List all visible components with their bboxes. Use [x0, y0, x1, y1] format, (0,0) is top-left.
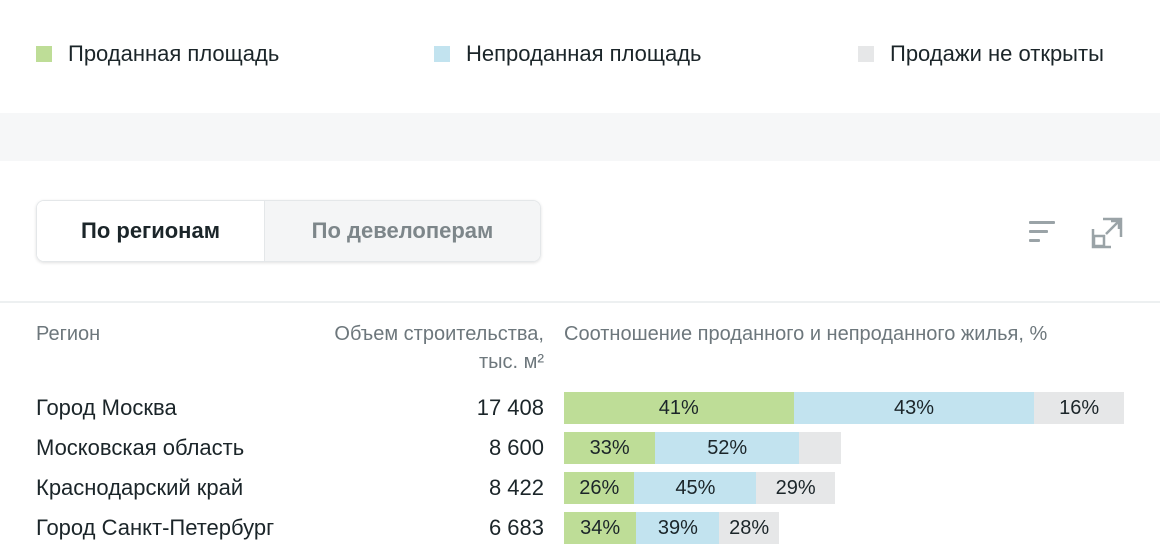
expand-icon[interactable] [1090, 216, 1124, 250]
chart-legend: Проданная площадь Непроданная площадь Пр… [0, 0, 1160, 113]
bar-segment-sold: 26% [564, 472, 635, 504]
bar-segment-unsold: 43% [793, 392, 1035, 424]
region-name: Город Санкт-Петербург [36, 515, 275, 540]
legend-label-unsold: Непроданная площадь [466, 41, 702, 66]
table-row: Московская область 8 600 33% 52% [0, 432, 1160, 464]
legend-item-not-open: Продажи не открыты [858, 40, 1104, 68]
view-mode-tabs: По регионам По девелоперам [36, 200, 541, 262]
legend-item-sold: Проданная площадь [36, 40, 279, 68]
bar-segment-not-open: 16% [1034, 392, 1124, 424]
region-name: Московская область [36, 435, 245, 460]
header-volume-line1: Объем строительства, [334, 323, 544, 345]
header-ratio: Соотношение проданного и непроданного жи… [564, 323, 1048, 345]
region-name: Краснодарский край [36, 475, 244, 500]
construction-volume: 6 683 [488, 515, 544, 540]
ratio-bar: 26% 45% 29% [564, 472, 835, 504]
bar-segment-sold: 34% [564, 512, 637, 544]
construction-volume: 8 422 [488, 475, 544, 500]
ratio-bar: 34% 39% 28% [564, 512, 779, 544]
bar-segment-unsold: 39% [636, 512, 720, 544]
bar-segment-sold: 33% [564, 432, 656, 464]
table-row: Краснодарский край 8 422 26% 45% 29% [0, 472, 1160, 504]
tab-by-region[interactable]: По регионам [37, 201, 265, 261]
bar-segment-sold: 41% [564, 392, 794, 424]
header-volume: Объем строительства, тыс. м² [334, 320, 544, 376]
bar-segment-unsold: 45% [634, 472, 757, 504]
tab-by-developer[interactable]: По девелоперам [265, 201, 540, 261]
section-separator-band [0, 113, 1160, 161]
header-volume-line2: тыс. м² [478, 351, 544, 373]
table-top-divider [0, 301, 1160, 303]
construction-volume: 8 600 [488, 435, 544, 460]
legend-swatch-unsold [434, 46, 450, 62]
legend-swatch-sold [36, 46, 52, 62]
bar-segment-unsold: 52% [655, 432, 800, 464]
table-row: Город Санкт-Петербург 6 683 34% 39% 28% [0, 512, 1160, 544]
construction-volume: 17 408 [476, 395, 544, 420]
bar-segment-not-open: 29% [756, 472, 835, 504]
bar-segment-not-open: 28% [719, 512, 779, 544]
ratio-bar: 33% 52% [564, 432, 841, 464]
bar-segment-not-open [799, 432, 841, 464]
ratio-bar: 41% 43% 16% [564, 392, 1124, 424]
header-region: Регион [36, 323, 101, 345]
table-row: Город Москва 17 408 41% 43% 16% [0, 392, 1160, 424]
sort-icon[interactable] [1026, 216, 1060, 250]
region-name: Город Москва [36, 395, 177, 420]
legend-item-unsold: Непроданная площадь [434, 40, 702, 68]
legend-swatch-not-open [858, 46, 874, 62]
legend-label-sold: Проданная площадь [68, 41, 280, 66]
legend-label-not-open: Продажи не открыты [890, 41, 1104, 66]
